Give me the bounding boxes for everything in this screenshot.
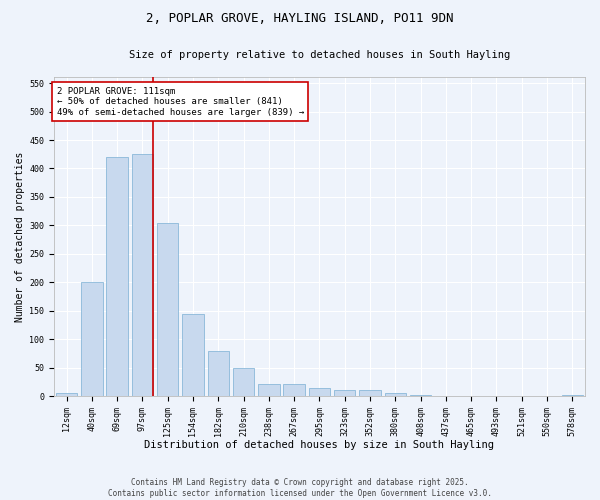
Bar — [562, 395, 583, 396]
Y-axis label: Number of detached properties: Number of detached properties — [15, 152, 25, 322]
Bar — [233, 368, 254, 396]
Bar — [81, 282, 103, 396]
Text: Contains HM Land Registry data © Crown copyright and database right 2025.
Contai: Contains HM Land Registry data © Crown c… — [108, 478, 492, 498]
Bar — [56, 394, 77, 396]
Bar — [106, 157, 128, 396]
Title: Size of property relative to detached houses in South Hayling: Size of property relative to detached ho… — [129, 50, 510, 60]
Bar — [131, 154, 153, 396]
Bar — [283, 384, 305, 396]
Bar — [385, 394, 406, 396]
Bar — [359, 390, 381, 396]
Bar — [410, 395, 431, 396]
Bar — [182, 314, 204, 396]
Bar — [258, 384, 280, 396]
X-axis label: Distribution of detached houses by size in South Hayling: Distribution of detached houses by size … — [145, 440, 494, 450]
Bar — [157, 222, 178, 396]
Text: 2, POPLAR GROVE, HAYLING ISLAND, PO11 9DN: 2, POPLAR GROVE, HAYLING ISLAND, PO11 9D… — [146, 12, 454, 26]
Bar — [334, 390, 355, 396]
Bar — [308, 388, 330, 396]
Bar — [208, 350, 229, 396]
Text: 2 POPLAR GROVE: 111sqm
← 50% of detached houses are smaller (841)
49% of semi-de: 2 POPLAR GROVE: 111sqm ← 50% of detached… — [56, 87, 304, 117]
